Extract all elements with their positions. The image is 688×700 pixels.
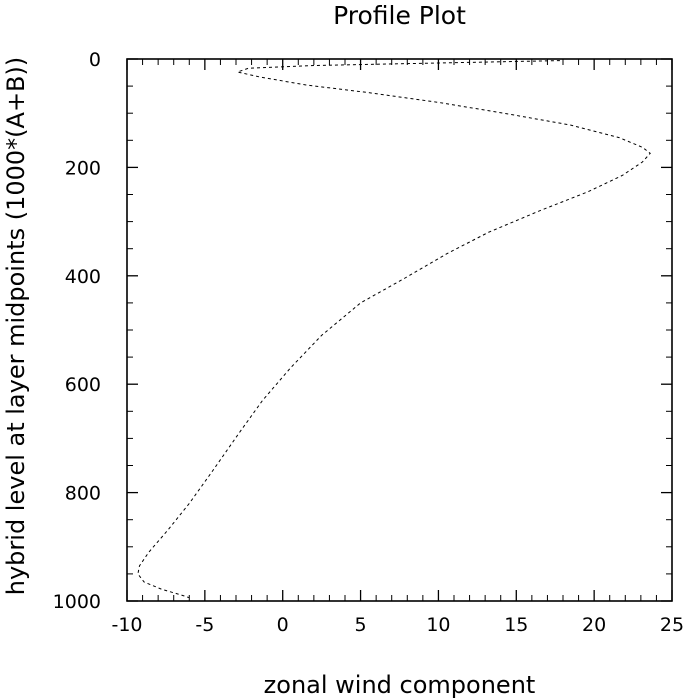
x-tick-label: 5 xyxy=(355,614,367,636)
data-point xyxy=(503,113,504,114)
x-axis-label: zonal wind component xyxy=(264,671,536,699)
y-tick-label: 800 xyxy=(65,483,101,505)
data-point xyxy=(167,530,168,531)
x-tick-label: 0 xyxy=(277,614,289,636)
data-point xyxy=(248,68,249,69)
x-tick-label: -10 xyxy=(111,614,142,636)
x-tick-label: 15 xyxy=(504,614,528,636)
series-line xyxy=(137,60,651,599)
data-point xyxy=(438,102,439,103)
data-point xyxy=(259,77,260,78)
y-tick-label: 0 xyxy=(89,49,101,71)
chart-title: Profile Plot xyxy=(333,1,466,30)
data-point xyxy=(138,574,139,575)
y-tick-label: 200 xyxy=(65,157,101,179)
data-point xyxy=(588,191,589,192)
y-tick-label: 400 xyxy=(65,266,101,288)
plot-area-frame xyxy=(126,58,673,602)
y-tick-label: 1000 xyxy=(53,591,101,613)
data-point xyxy=(360,303,361,304)
data-point xyxy=(642,147,643,148)
y-tick-label: 600 xyxy=(65,374,101,396)
y-axis-label: hybrid level at layer midpoints (1000*(A… xyxy=(2,57,30,595)
data-point xyxy=(239,433,240,434)
data-point xyxy=(368,92,369,93)
x-tick-label: 10 xyxy=(426,614,450,636)
x-tick-label: 20 xyxy=(582,614,606,636)
data-point xyxy=(237,72,238,73)
data-point xyxy=(290,368,291,369)
x-tick-label: 25 xyxy=(660,614,684,636)
x-tick-label: -5 xyxy=(195,614,214,636)
